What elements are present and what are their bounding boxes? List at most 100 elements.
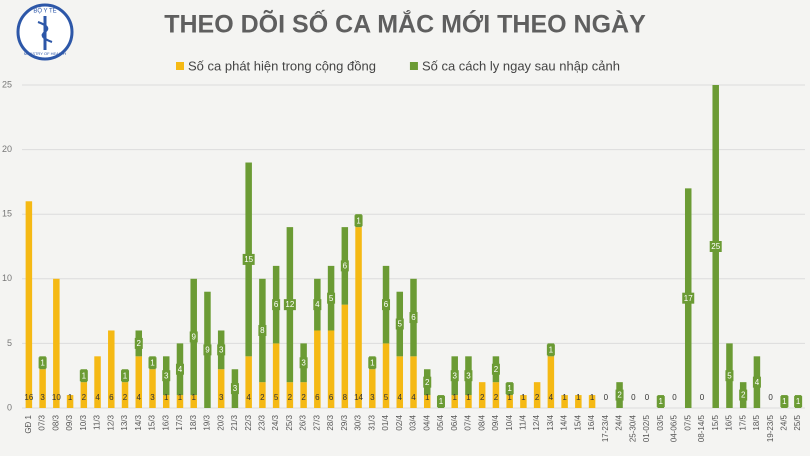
- data-label: 3: [164, 371, 169, 380]
- data-label: 5: [398, 320, 403, 329]
- y-tick-label: 20: [2, 144, 12, 154]
- data-label: 1: [82, 371, 87, 380]
- bar: [272, 343, 280, 408]
- data-label: 1: [68, 393, 73, 402]
- legend-label: Số ca phát hiện trong cộng đồng: [188, 58, 376, 73]
- data-label-box: [242, 253, 255, 265]
- x-tick-label: 16/5: [725, 414, 734, 430]
- data-label: 0: [604, 393, 609, 402]
- x-tick-label: 25/3: [285, 414, 294, 430]
- data-label-box: [79, 370, 88, 382]
- x-tick-label: 02/4: [395, 414, 404, 430]
- data-label: 0: [768, 393, 773, 402]
- data-label: 3: [150, 393, 155, 402]
- data-label: 1: [796, 397, 801, 406]
- data-label: 1: [590, 393, 595, 402]
- data-label: 2: [741, 391, 746, 400]
- x-tick-label: 08/4: [477, 414, 486, 430]
- data-label-box: [725, 370, 734, 382]
- x-tick-label: 15/5: [711, 414, 720, 430]
- bar: [39, 369, 46, 408]
- x-tick-label: 07/4: [464, 414, 473, 430]
- data-label: 5: [274, 393, 279, 402]
- x-tick-label: 14/4: [560, 414, 569, 430]
- x-tick-label: 13/3: [120, 414, 129, 430]
- data-label: 2: [617, 391, 622, 400]
- data-label: 2: [301, 393, 306, 402]
- data-label-box: [258, 324, 267, 336]
- x-tick-label: 15/4: [573, 414, 582, 430]
- data-label-box: [546, 344, 555, 356]
- bar: [259, 382, 266, 408]
- data-label-box: [175, 363, 184, 375]
- x-tick-label: 13/4: [546, 414, 555, 430]
- x-tick-label: 19/3: [203, 414, 212, 430]
- data-label-box: [739, 389, 748, 401]
- data-label: 15: [244, 255, 253, 264]
- data-label-box: [780, 396, 789, 408]
- x-tick-label: 17/3: [175, 414, 184, 430]
- data-label: 0: [672, 393, 677, 402]
- bar: [53, 278, 60, 408]
- data-label-box: [368, 357, 377, 369]
- data-label-box: [217, 344, 226, 356]
- data-label-box: [340, 260, 349, 272]
- data-label-box: [682, 292, 695, 304]
- x-tick-label: 25/5: [793, 414, 802, 430]
- data-label: 14: [354, 393, 363, 402]
- x-tick-label: 12/4: [532, 414, 541, 430]
- x-tick-label: 03/4: [409, 414, 418, 430]
- data-label: 1: [452, 393, 457, 402]
- x-tick-label: 18/5: [752, 414, 761, 430]
- data-label: 5: [384, 393, 389, 402]
- data-label: 2: [494, 393, 499, 402]
- data-label: 1: [576, 393, 581, 402]
- data-label: 3: [219, 393, 224, 402]
- x-tick-label: 05/4: [436, 414, 445, 430]
- data-label: 9: [205, 345, 210, 354]
- x-tick-label: 11/3: [93, 414, 102, 430]
- bar: [575, 395, 582, 408]
- x-tick-label: 21/3: [230, 414, 239, 430]
- x-tick-label: 03/5: [656, 414, 665, 430]
- x-tick-label: 19-23/5: [766, 414, 775, 442]
- data-label: 4: [95, 393, 100, 402]
- y-tick-label: 10: [2, 273, 12, 283]
- bar: [245, 356, 252, 408]
- x-tick-label: 24/4: [615, 414, 624, 430]
- y-tick-label: 15: [2, 209, 12, 219]
- x-tick-label: 17-23/4: [601, 414, 610, 442]
- bar: [327, 330, 335, 408]
- bar: [94, 356, 101, 408]
- bar: [369, 369, 376, 408]
- x-tick-label: 09/3: [65, 414, 74, 430]
- data-label: 1: [439, 397, 444, 406]
- x-tick-label: 08/3: [51, 414, 60, 430]
- data-label: 17: [684, 294, 693, 303]
- bar: [533, 382, 541, 408]
- x-tick-label: 25-30/4: [628, 414, 637, 442]
- data-label: 12: [285, 300, 294, 309]
- data-label: 10: [52, 393, 61, 402]
- data-label: 4: [315, 300, 320, 309]
- x-tick-label: 09/4: [491, 414, 500, 430]
- data-label: 4: [137, 393, 142, 402]
- data-label-box: [409, 312, 418, 324]
- bar: [66, 395, 74, 408]
- data-label: 1: [356, 216, 361, 225]
- data-label-box: [327, 292, 336, 304]
- data-label-box: [189, 331, 198, 343]
- bar: [108, 330, 115, 408]
- data-label-box: [450, 370, 459, 382]
- bar: [190, 395, 197, 408]
- bar: [410, 356, 417, 408]
- data-label-box: [464, 370, 473, 382]
- data-label-box: [283, 299, 296, 311]
- data-label: 25: [711, 242, 720, 251]
- bar: [382, 343, 390, 408]
- data-label-box: [752, 376, 761, 388]
- data-label-box: [709, 241, 722, 252]
- bar: [355, 227, 362, 408]
- bar: [135, 356, 143, 408]
